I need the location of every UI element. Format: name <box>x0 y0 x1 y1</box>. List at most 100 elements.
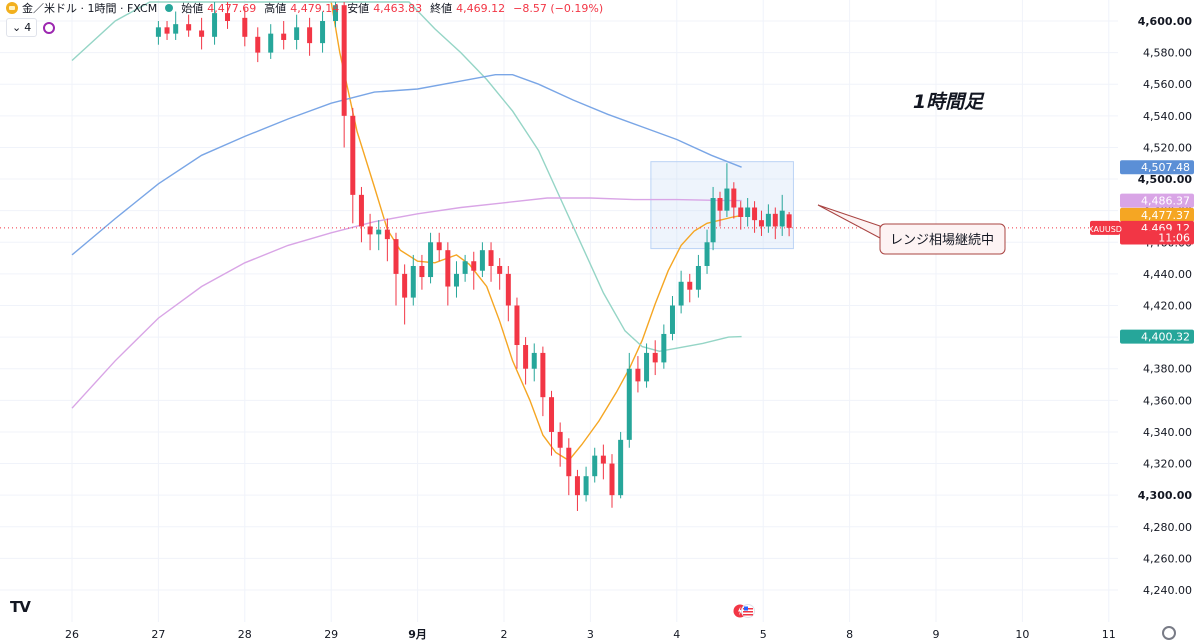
symbol-tag <box>1090 220 1120 235</box>
candle-body <box>242 17 248 37</box>
candle-body <box>428 242 434 278</box>
price-tag-label: 4,486.37 <box>1141 195 1190 208</box>
candle-body <box>341 5 347 116</box>
price-tick-label: 4,420.00 <box>1143 300 1192 313</box>
candle-body <box>635 368 641 382</box>
candle-body <box>320 21 326 44</box>
candle-body <box>557 431 563 448</box>
candle-body <box>717 198 723 211</box>
candle-body <box>462 261 468 274</box>
ma-line <box>71 1 742 353</box>
candle-body <box>281 33 287 40</box>
ma-line <box>71 74 742 256</box>
price-tick-label: 4,600.00 <box>1138 15 1193 28</box>
price-tick-label: 4,240.00 <box>1143 584 1192 597</box>
ohlc-open-value: 4,477.69 <box>207 1 257 15</box>
candle-body <box>609 463 615 496</box>
price-tick-label: 4,260.00 <box>1143 552 1192 565</box>
economic-event-icon[interactable] <box>733 604 755 618</box>
chevron-down-icon: ⌄ <box>12 21 22 34</box>
candle-body <box>765 213 771 227</box>
ma-line <box>71 197 742 409</box>
price-tick-label: 4,320.00 <box>1143 458 1192 471</box>
symbol-tag-label: XAUUSD <box>1088 225 1122 234</box>
candle-body <box>479 250 485 271</box>
candle-body <box>745 207 751 217</box>
ohlc-low-value: 4,463.83 <box>373 1 423 15</box>
time-tick-label: 9 <box>933 628 940 641</box>
indicator-refresh-icon[interactable] <box>43 21 56 34</box>
candlestick-series <box>155 2 792 511</box>
gold-symbol-icon <box>6 2 18 14</box>
price-tick-label: 4,440.00 <box>1143 268 1192 281</box>
time-tick-label: 10 <box>1015 628 1029 641</box>
candle-body <box>155 27 161 37</box>
ohlc-change-value: −8.57 (−0.19%) <box>513 1 604 15</box>
price-tag-label: 11:06 <box>1158 232 1190 245</box>
price-tag <box>1120 193 1194 208</box>
candle-body <box>505 273 511 306</box>
candle-body <box>436 242 442 251</box>
ohlc-close-label: 終値 <box>430 2 453 15</box>
candle-body <box>731 188 737 208</box>
price-tag-label: 4,507.48 <box>1141 161 1190 174</box>
candle-body <box>772 213 778 227</box>
candle-body <box>695 265 701 290</box>
candle-body <box>384 229 390 240</box>
candle-body <box>531 352 537 369</box>
time-tick-label: 3 <box>587 628 594 641</box>
time-tick-label: 2 <box>501 628 508 641</box>
candle-body <box>164 27 170 34</box>
candle-body <box>497 265 503 274</box>
symbol-header: 金／米ドル · 1時間 · FXCM 始値 4,477.69 高値 4,479.14… <box>6 0 607 16</box>
candle-body <box>445 250 451 287</box>
price-tick-label: 4,360.00 <box>1143 394 1192 407</box>
callout-box <box>879 223 1006 255</box>
candle-body <box>173 24 179 34</box>
price-tag-label: 4,477.37 <box>1141 209 1190 222</box>
candle-body <box>758 220 764 227</box>
callout-pointer <box>817 204 881 239</box>
candle-body <box>453 273 459 287</box>
candle-body <box>626 368 632 440</box>
candle-body <box>574 476 580 496</box>
time-tick-label: 4 <box>673 628 680 641</box>
market-status-icon <box>165 4 174 12</box>
tradingview-logo-icon[interactable]: TV <box>10 598 31 616</box>
candle-body <box>669 305 675 334</box>
time-tick-label: 28 <box>238 628 252 641</box>
candle-body <box>786 214 792 228</box>
candle-body <box>268 33 274 53</box>
symbol-title[interactable]: 金／米ドル · 1時間 · FXCM <box>22 2 158 15</box>
candle-body <box>687 281 693 290</box>
indicator-toggle-button[interactable]: ⌄ 4 <box>6 18 38 37</box>
price-tick-label: 4,520.00 <box>1143 141 1192 154</box>
candle-body <box>724 188 730 211</box>
candle-body <box>255 36 261 53</box>
callout-text: レンジ相場継続中 <box>890 233 994 248</box>
candle-body <box>307 27 313 44</box>
price-tick-label: 4,580.00 <box>1143 47 1192 60</box>
price-axis: 4,600.00 4,580.00 4,560.00 4,540.00 4,520.00… <box>1088 15 1194 597</box>
time-tick-label: 29 <box>324 628 338 641</box>
candle-body <box>471 261 477 271</box>
candle-body <box>367 226 373 235</box>
candle-body <box>402 273 408 298</box>
candle-body <box>779 210 785 227</box>
price-tag <box>1120 329 1194 344</box>
chart-title: 1時間足 <box>913 91 985 113</box>
price-tick-label: 4,280.00 <box>1143 521 1192 534</box>
candle-body <box>704 242 710 266</box>
candle-body <box>333 5 339 21</box>
candle-body <box>358 194 364 227</box>
candle-body <box>710 198 716 243</box>
price-tag <box>1120 160 1194 175</box>
candle-body <box>592 455 598 477</box>
candle-body <box>212 13 218 37</box>
candle-body <box>488 250 494 266</box>
time-tick-label: 26 <box>65 628 79 641</box>
gear-icon[interactable] <box>1162 626 1176 640</box>
price-tick-label: 4,500.00 <box>1138 173 1193 186</box>
